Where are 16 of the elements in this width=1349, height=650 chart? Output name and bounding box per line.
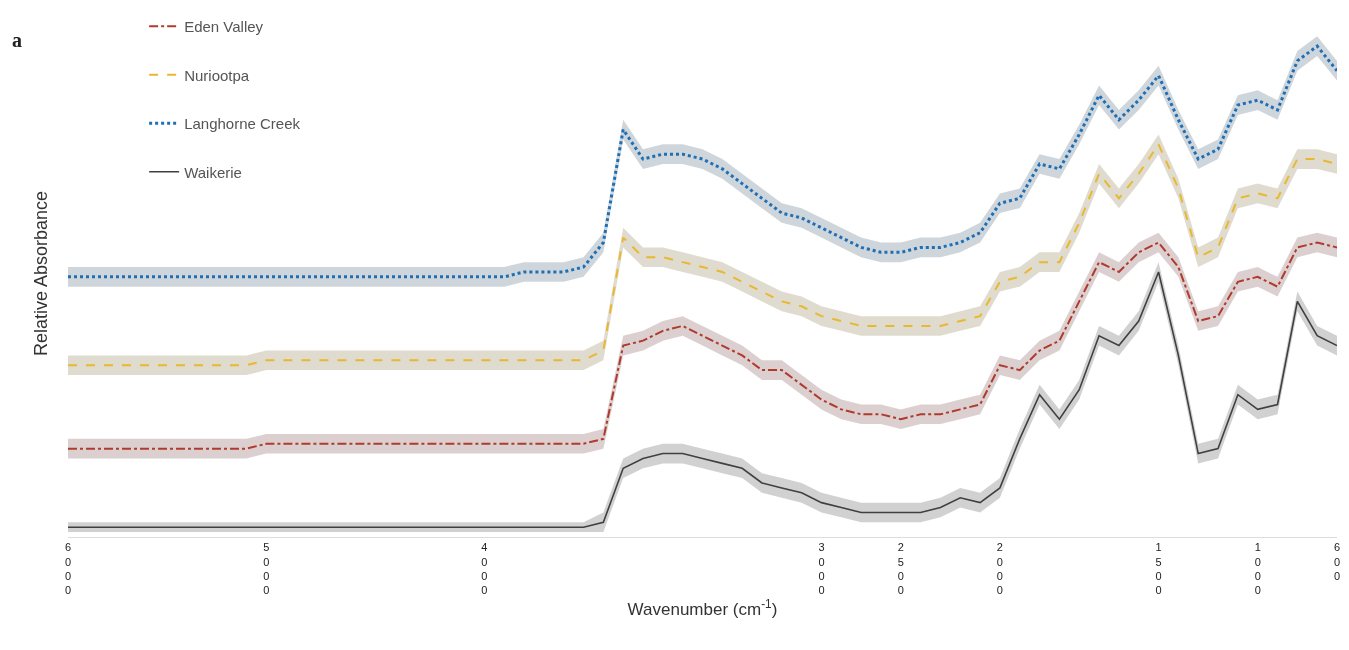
x-tick-label: 5000 (263, 541, 270, 597)
x-tick-label: 2000 (996, 541, 1003, 597)
legend-label: Eden Valley (184, 18, 264, 36)
y-axis-title: Relative Absorbance (31, 190, 52, 357)
chart-title: a (12, 29, 22, 51)
x-axis-title: Wavenumber (cm$^{-1}$) (627, 597, 778, 620)
legend-label: Waikerie (184, 163, 242, 181)
x-tick-label: 600 (1333, 541, 1341, 582)
x-tick-label: 6000 (64, 541, 72, 597)
x-tick-label: 4000 (481, 541, 488, 597)
x-tick-label: 3000 (818, 541, 825, 597)
x-tick-label: 2500 (897, 541, 904, 597)
legend-label: Nuriootpa (184, 66, 250, 84)
x-tick-label: 1500 (1155, 541, 1162, 597)
legend-label: Langhorne Creek (184, 115, 301, 133)
x-tick-label: 1000 (1254, 541, 1261, 597)
